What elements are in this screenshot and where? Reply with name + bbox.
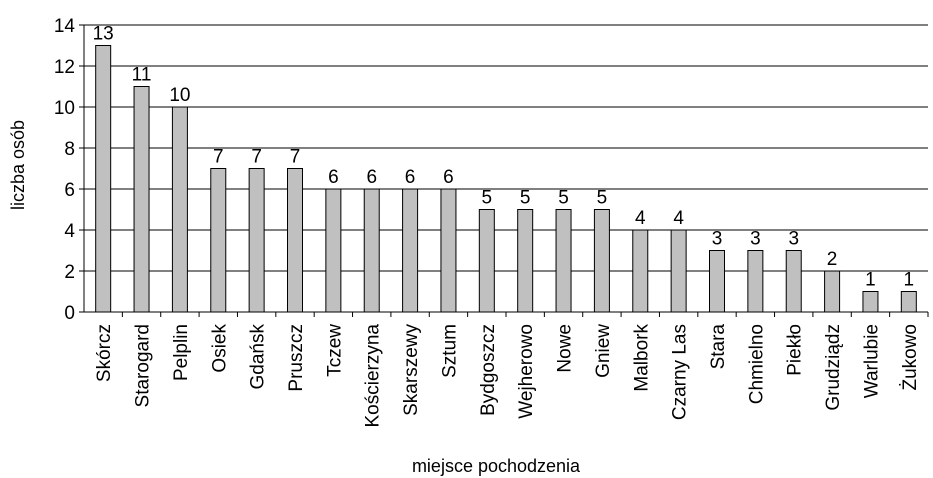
data-label: 6 — [405, 167, 416, 188]
x-tick-label: Żukowo — [900, 324, 921, 391]
data-label: 5 — [558, 188, 569, 209]
bar — [517, 209, 534, 313]
data-label: 7 — [251, 147, 262, 168]
bar — [785, 250, 802, 313]
data-label: 5 — [520, 188, 531, 209]
x-tick-label: Warlubie — [861, 324, 882, 398]
data-label: 2 — [827, 249, 838, 270]
y-tick-label: 8 — [64, 139, 75, 160]
bar — [363, 188, 380, 313]
bars — [95, 45, 917, 313]
bar — [133, 86, 150, 313]
bar — [824, 270, 841, 313]
y-tick-label: 12 — [54, 57, 75, 78]
x-tick-label: Piekło — [785, 324, 806, 376]
data-label: 10 — [169, 85, 190, 106]
x-tick-label: Skarszewy — [401, 324, 422, 416]
data-label: 1 — [904, 270, 915, 291]
x-tick-label: Starogard — [133, 324, 154, 407]
x-tick-label: Nowe — [555, 324, 576, 373]
data-label: 1 — [865, 270, 876, 291]
x-tick-label: Gniew — [593, 324, 614, 378]
data-label: 7 — [290, 147, 301, 168]
bar — [555, 209, 572, 313]
axes — [79, 24, 929, 317]
x-tick-label: Sztum — [439, 324, 460, 378]
bar — [440, 188, 457, 313]
data-label: 13 — [93, 24, 114, 45]
data-label: 6 — [366, 167, 377, 188]
bar — [325, 188, 342, 313]
data-label: 5 — [597, 188, 608, 209]
y-tick-label: 0 — [64, 303, 75, 324]
x-tick-label: Osiek — [209, 324, 230, 373]
y-tick-label: 6 — [64, 180, 75, 201]
bar — [171, 106, 188, 313]
data-label: 4 — [635, 208, 646, 229]
y-tick-label: 2 — [64, 262, 75, 283]
bar — [248, 168, 265, 313]
x-tick-label: Stara — [708, 324, 729, 370]
bar — [900, 291, 917, 313]
x-tick-label: Grudziądz — [823, 324, 844, 411]
x-tick-labels: Skórcz Starogard Pelplin Osiek Gdańsk Pruszcz… — [94, 324, 921, 428]
bar — [402, 188, 419, 313]
data-label: 5 — [482, 188, 493, 209]
y-tick-label: 14 — [54, 16, 76, 37]
data-label: 3 — [750, 229, 761, 250]
y-tick-label: 4 — [64, 221, 75, 242]
x-tick-label: Czarny Las — [670, 324, 691, 420]
bar — [210, 168, 227, 313]
data-label: 3 — [712, 229, 723, 250]
data-label: 11 — [132, 65, 152, 86]
x-tick-label: Bydgoszcz — [478, 324, 499, 416]
data-label: 6 — [328, 167, 339, 188]
x-tick-label: Malbork — [631, 324, 652, 392]
data-label: 6 — [443, 167, 454, 188]
bar — [287, 168, 303, 313]
data-label: 4 — [673, 208, 684, 229]
bar — [747, 250, 764, 313]
bar — [478, 209, 495, 313]
y-tick-labels: 0 2 4 6 8 10 12 14 — [54, 16, 76, 324]
bar — [593, 209, 610, 313]
x-tick-label: Gdańsk — [248, 324, 269, 390]
x-tick-label: Tczew — [324, 324, 345, 377]
x-tick-label: Skórcz — [94, 324, 115, 382]
x-tick-label: Pruszcz — [286, 324, 307, 392]
data-label: 3 — [788, 229, 799, 250]
x-axis-label: miejsce pochodzenia — [412, 456, 581, 476]
bar — [709, 250, 725, 313]
x-tick-label: Kościerzyna — [363, 324, 384, 428]
y-axis-label: liczba osób — [8, 120, 28, 210]
x-tick-label: Chmielno — [746, 324, 767, 404]
data-label: 7 — [213, 147, 224, 168]
y-tick-label: 10 — [54, 98, 75, 119]
bar — [95, 45, 112, 313]
x-tick-label: Wejherowo — [516, 324, 537, 419]
x-tick-label: Pelplin — [171, 324, 192, 381]
bar — [632, 229, 649, 313]
bar — [862, 291, 879, 313]
bar — [670, 229, 687, 313]
